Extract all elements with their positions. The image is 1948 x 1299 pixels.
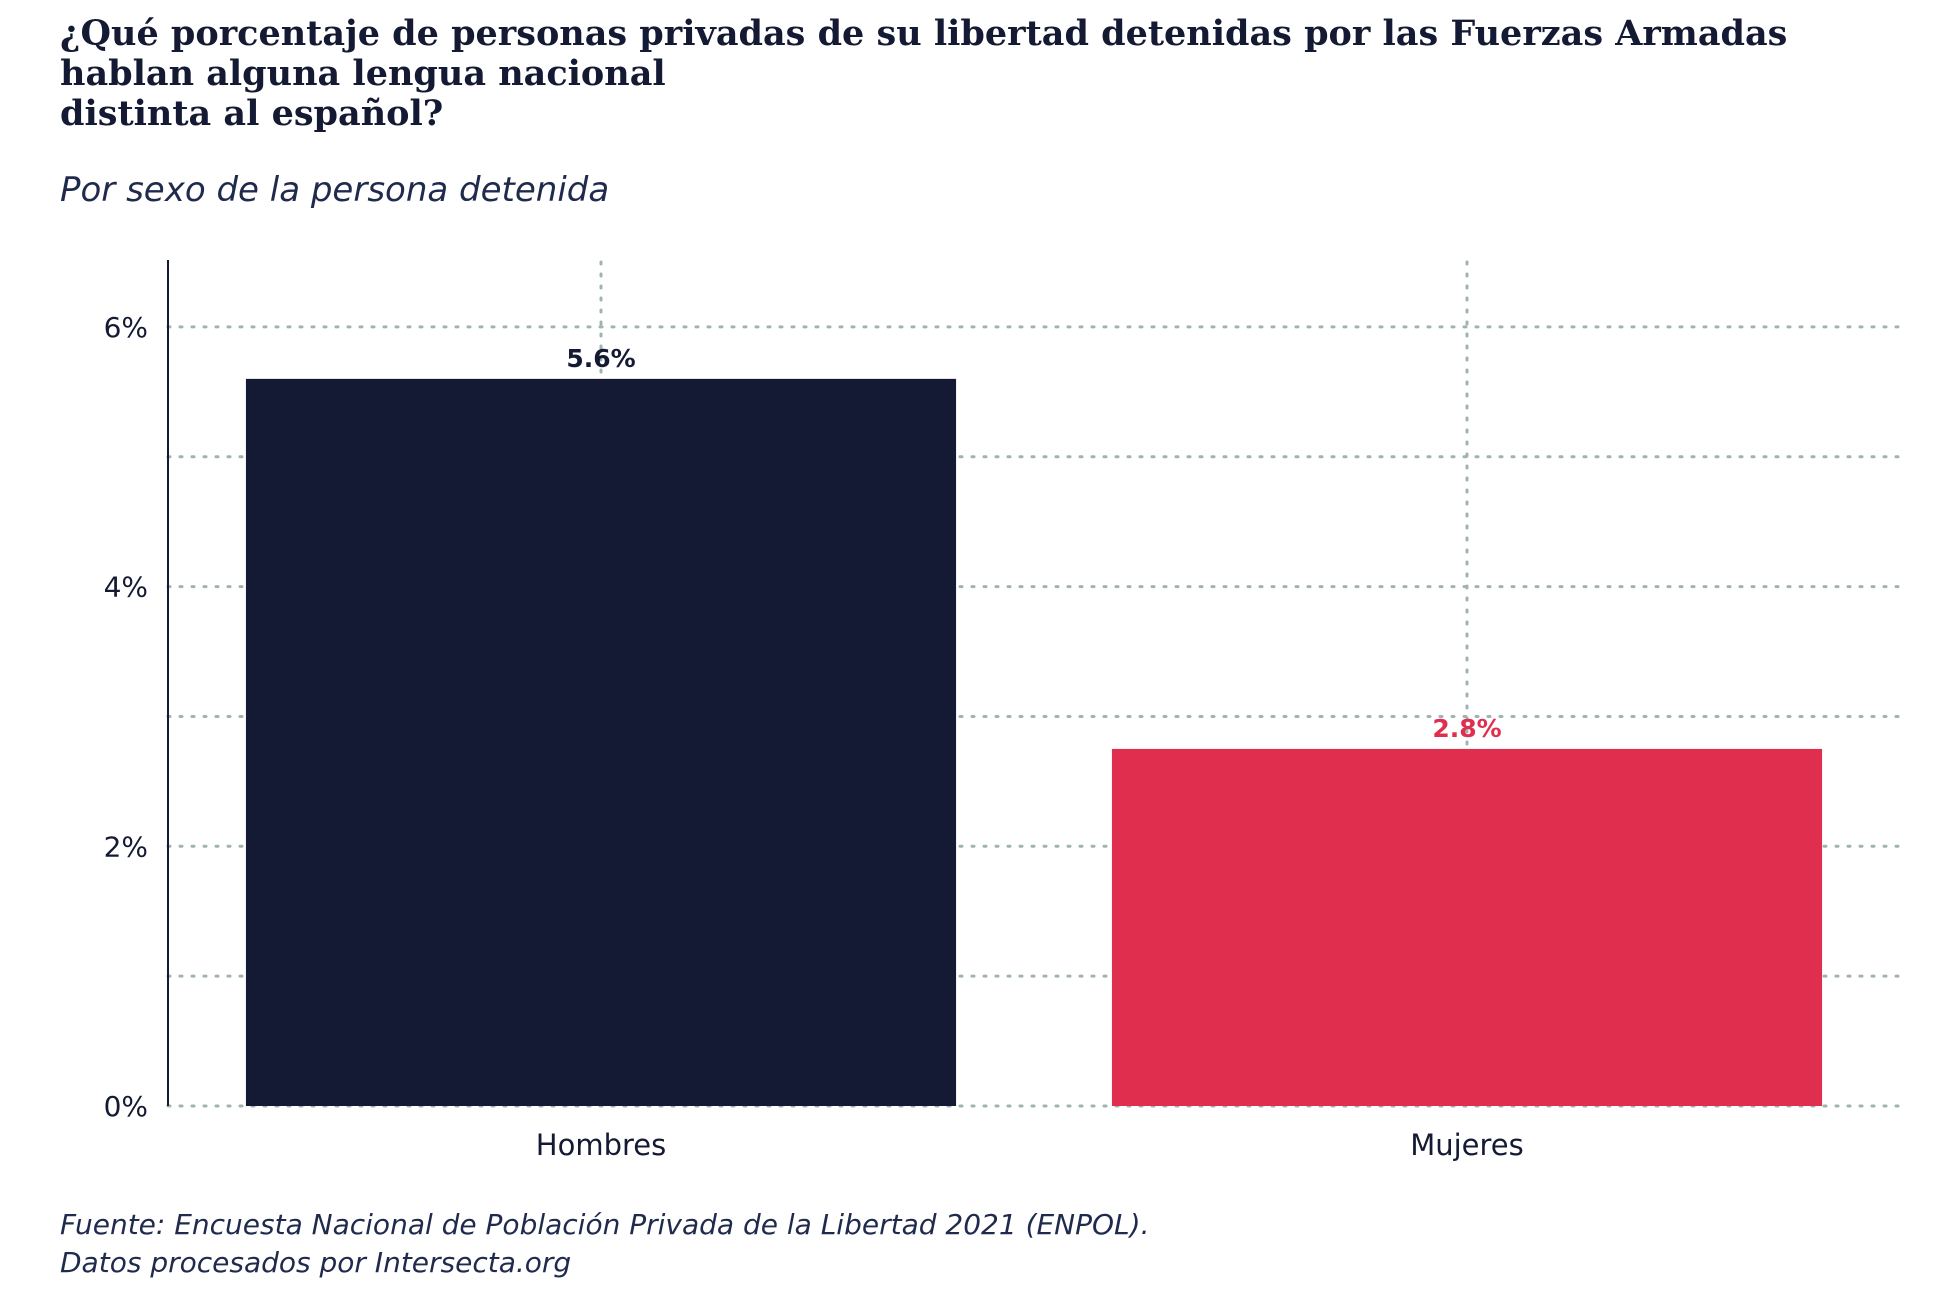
x-tick-label: Hombres bbox=[536, 1128, 666, 1162]
caption-line: Fuente: Encuesta Nacional de Población P… bbox=[60, 1208, 1150, 1241]
y-tick-label: 6% bbox=[104, 311, 148, 344]
source-caption: Fuente: Encuesta Nacional de Población P… bbox=[60, 1206, 1149, 1282]
chart-subtitle: Por sexo de la persona detenida bbox=[60, 170, 610, 210]
caption-line: Datos procesados por Intersecta.org bbox=[60, 1246, 572, 1279]
bar-mujeres bbox=[1111, 748, 1823, 1106]
y-tick-label: 2% bbox=[104, 830, 148, 863]
chart-title-line: hablan alguna lengua nacional bbox=[60, 53, 666, 94]
chart-title-line: ¿Qué porcentaje de personas privadas de … bbox=[60, 13, 1788, 54]
y-tick-label: 0% bbox=[104, 1090, 148, 1123]
chart-title: ¿Qué porcentaje de personas privadas de … bbox=[60, 14, 1920, 134]
y-tick-label: 4% bbox=[104, 571, 148, 604]
bar-value-label: 2.8% bbox=[1432, 714, 1501, 743]
bar-value-label: 5.6% bbox=[566, 344, 635, 373]
x-tick-label: Mujeres bbox=[1410, 1128, 1524, 1162]
chart-title-line: distinta al español? bbox=[60, 93, 444, 134]
bar-hombres bbox=[245, 378, 957, 1106]
